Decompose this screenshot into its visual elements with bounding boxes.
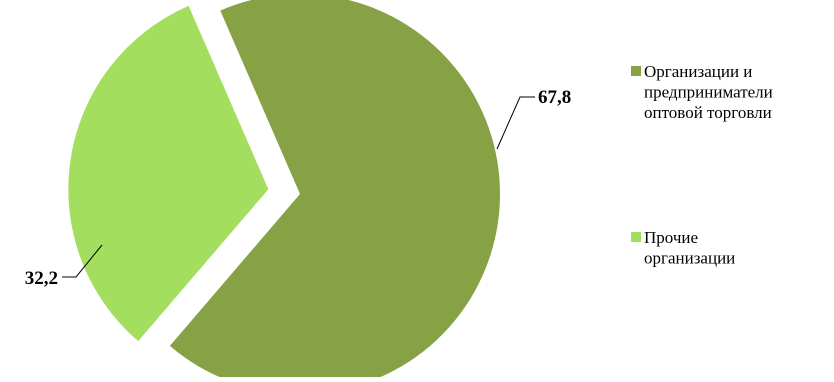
leader-line [62,244,103,278]
data-labels-layer: 67,8 32,2 [25,87,572,289]
leader-line [496,96,535,150]
data-label: 67,8 [538,87,571,108]
legend-label: организации [644,249,735,268]
legend-swatch [631,66,641,76]
legend-label: Организации и [644,62,752,81]
leader-lines-layer [62,96,535,278]
legend-label: Прочие [644,228,698,247]
legend-label: оптовой торговли [644,103,772,122]
pie-slice [68,5,269,342]
legend-swatch [631,232,641,242]
legend-item: Прочие организации [631,228,735,268]
slices-layer [68,0,500,382]
data-label: 32,2 [25,268,58,289]
pie-slice [169,0,500,382]
legend-label: предприниматели [644,83,773,102]
